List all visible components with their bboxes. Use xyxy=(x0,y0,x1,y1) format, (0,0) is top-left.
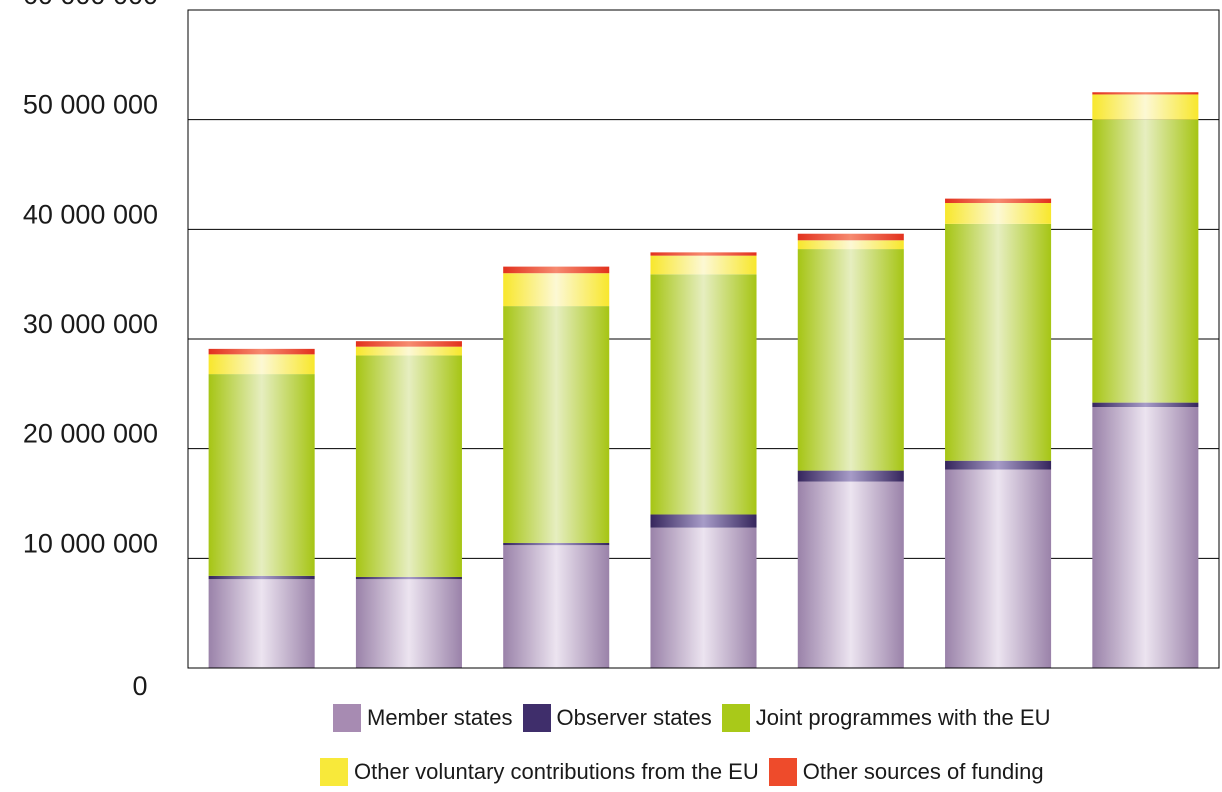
bar-segment xyxy=(945,203,1052,224)
y-tick-label: 10 000 000 xyxy=(23,528,158,558)
bar-segment xyxy=(208,354,315,375)
bar-segment xyxy=(797,481,904,668)
bar-segment xyxy=(1092,119,1199,403)
legend-label-other-sources: Other sources of funding xyxy=(802,759,1044,784)
bar-segment xyxy=(650,252,757,256)
bar-segment xyxy=(650,255,757,275)
legend-item-other-voluntary: Other voluntary contributions from the E… xyxy=(320,758,759,786)
legend-row-1: Member states Observer states Joint prog… xyxy=(333,704,1060,732)
bar-segment xyxy=(945,223,1052,461)
bar-segment xyxy=(1092,406,1199,668)
y-tick-label: 0 xyxy=(132,671,147,700)
bar-segment xyxy=(650,274,757,515)
y-tick-label: 60 000 000 xyxy=(23,0,158,10)
bar-segment xyxy=(208,579,315,668)
bar-segment xyxy=(355,579,462,668)
y-axis-tick-labels: 0 10 000 000 20 000 000 30 000 000 40 000 00… xyxy=(23,0,158,700)
bar-segment xyxy=(355,355,462,577)
bar-segment xyxy=(1092,402,1199,407)
y-tick-label: 50 000 000 xyxy=(23,90,158,120)
bar-segment xyxy=(797,470,904,482)
bar-segment xyxy=(355,341,462,347)
bar-segment xyxy=(1092,94,1199,120)
y-tick-label: 20 000 000 xyxy=(23,419,158,449)
bar-segment xyxy=(797,249,904,471)
legend-item-member-states: Member states xyxy=(333,704,513,732)
legend-swatch-member-states xyxy=(333,704,361,732)
bar-segment xyxy=(503,266,610,274)
legend-label-observer-states: Observer states xyxy=(556,705,712,730)
bar-segment xyxy=(945,460,1052,470)
legend-swatch-observer-states xyxy=(522,704,551,732)
bar-segment xyxy=(650,527,757,668)
legend-swatch-other-sources xyxy=(768,758,797,786)
bar-segment xyxy=(503,545,610,668)
bar-segment xyxy=(945,469,1052,668)
legend-label-joint-programmes: Joint programmes with the EU xyxy=(755,705,1051,730)
legend-row-2: Other voluntary contributions from the E… xyxy=(320,758,1054,786)
y-tick-label: 40 000 000 xyxy=(23,199,158,229)
bar-segment xyxy=(797,240,904,250)
bar-segment xyxy=(503,542,610,546)
legend-item-joint-programmes: Joint programmes with the EU xyxy=(721,704,1051,732)
bar-segment xyxy=(503,273,610,307)
plot-frame xyxy=(187,9,1220,669)
stacked-bar-chart: 0 10 000 000 20 000 000 30 000 000 40 000 00… xyxy=(23,0,1220,700)
bar-segment xyxy=(1092,92,1199,95)
bar-segment xyxy=(797,233,904,241)
bar-segment xyxy=(650,514,757,528)
bar-segment xyxy=(355,346,462,356)
legend-swatch-other-voluntary xyxy=(320,758,348,786)
bar-segment xyxy=(355,576,462,580)
bar-segment xyxy=(208,348,315,355)
bar-segment xyxy=(208,575,315,580)
bar-segment xyxy=(503,306,610,543)
legend-item-other-sources: Other sources of funding xyxy=(768,758,1044,786)
legend-item-observer-states: Observer states xyxy=(522,704,712,732)
bar-segment xyxy=(208,374,315,576)
legend-label-member-states: Member states xyxy=(367,705,513,730)
legend-label-other-voluntary: Other voluntary contributions from the E… xyxy=(354,759,759,784)
y-tick-label: 30 000 000 xyxy=(23,309,158,339)
bars xyxy=(208,92,1199,668)
bar-segment xyxy=(945,198,1052,204)
legend-swatch-joint-programmes xyxy=(721,704,750,732)
